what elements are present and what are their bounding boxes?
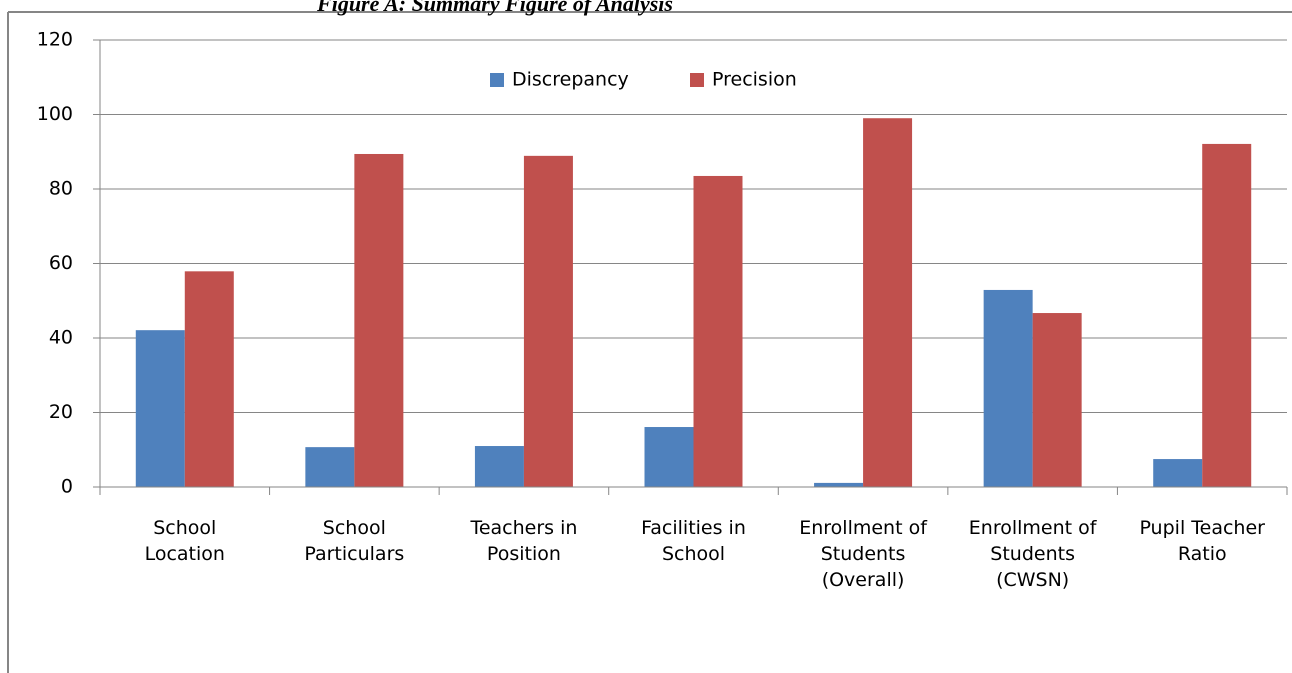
y-tick-label: 0 — [61, 476, 73, 498]
bar — [523, 155, 573, 487]
x-tick-label: Enrollment of Students (Overall) — [799, 517, 927, 591]
bar — [1153, 459, 1203, 487]
x-tick-label: School Particulars — [304, 517, 405, 565]
y-tick-label: 120 — [37, 29, 73, 51]
bar — [693, 175, 743, 487]
bar — [983, 289, 1033, 487]
bar — [644, 427, 694, 487]
bar — [184, 271, 234, 487]
bar — [305, 447, 355, 487]
y-tick-label: 60 — [49, 252, 73, 274]
legend-label: Discrepancy — [512, 69, 629, 91]
bar — [814, 482, 864, 487]
x-tick-label: Facilities in School — [641, 517, 746, 565]
bar — [354, 153, 404, 488]
legend-label: Precision — [712, 69, 797, 91]
y-tick-label: 80 — [49, 178, 73, 200]
bar — [474, 446, 524, 487]
bar — [135, 330, 185, 487]
x-tick-label: Teachers in Position — [470, 517, 578, 565]
y-tick-label: 40 — [49, 327, 73, 349]
legend-swatch — [690, 73, 704, 87]
y-tick-label: 100 — [37, 103, 73, 125]
x-tick-label: Enrollment of Students (CWSN) — [968, 517, 1097, 591]
y-tick-label: 20 — [49, 401, 73, 423]
x-tick-label: School Location — [144, 517, 225, 565]
legend-swatch — [490, 73, 504, 87]
chart-title: Figure A: Summary Figure of Analysis — [317, 0, 673, 16]
bar — [863, 118, 913, 487]
x-tick-label: Pupil Teacher Ratio — [1139, 517, 1265, 565]
bar — [1032, 313, 1082, 487]
bar — [1202, 143, 1252, 488]
